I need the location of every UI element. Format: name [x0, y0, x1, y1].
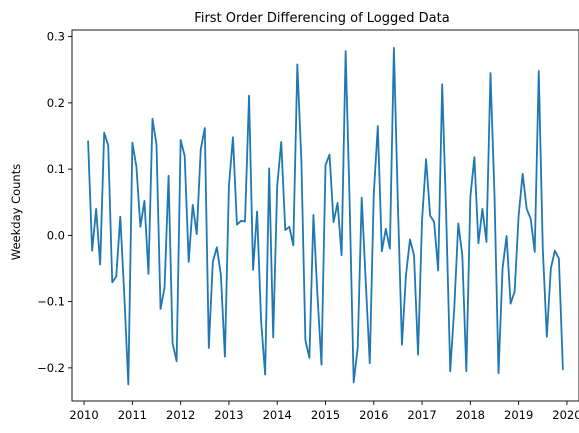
series-line [87, 46, 564, 386]
x-tick-label: 2013 [214, 408, 243, 422]
x-tick-label: 2016 [359, 408, 388, 422]
x-tick-label: 2014 [263, 408, 292, 422]
y-tick-label: 0.0 [47, 228, 65, 242]
x-tick-label: 2020 [552, 408, 579, 422]
y-axis-label: Weekday Counts [9, 164, 23, 260]
y-tick-label: 0.3 [47, 30, 65, 44]
x-tick-label: 2018 [456, 408, 485, 422]
x-tick-label: 2017 [407, 408, 436, 422]
x-tick-label: 2019 [504, 408, 533, 422]
chart-title: First Order Differencing of Logged Data [194, 11, 449, 26]
plot-area-frame [71, 29, 579, 402]
y-tick-label: 0.2 [47, 96, 65, 110]
y-tick-label: 0.1 [47, 162, 65, 176]
x-tick-label: 2010 [69, 408, 98, 422]
x-tick-label: 2012 [166, 408, 195, 422]
axis-ticks: 2010 2011 2012 2013 2014 2015 2016 2017 2018 2019… [37, 30, 579, 422]
x-tick-label: 2011 [118, 408, 147, 422]
y-tick-label: −0.2 [37, 361, 65, 375]
x-tick-label: 2015 [311, 408, 340, 422]
y-tick-label: −0.1 [37, 295, 65, 309]
